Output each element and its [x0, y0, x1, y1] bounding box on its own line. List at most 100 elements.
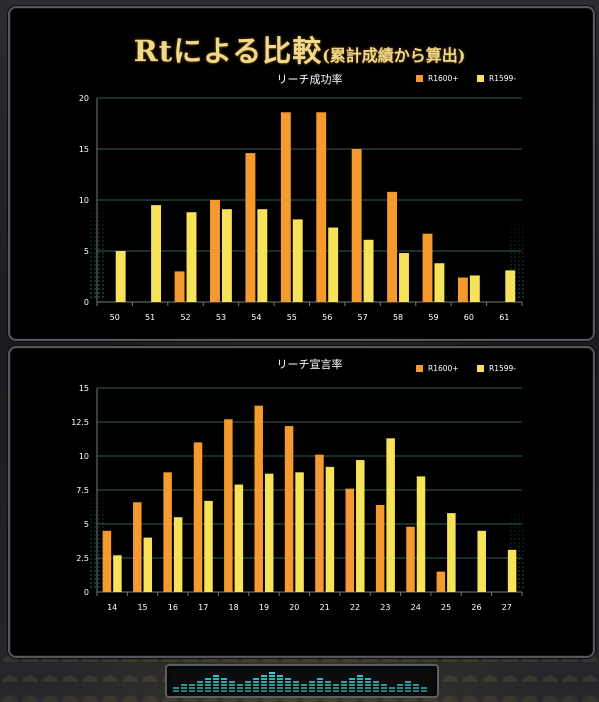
- x-tick-label: 23: [380, 603, 390, 612]
- meter-segment: [269, 681, 275, 683]
- x-tick-label: 14: [107, 603, 117, 612]
- meter-segment: [253, 678, 259, 680]
- page-title: Rtによる比較(累計成績から算出): [0, 28, 599, 70]
- meter-segment: [405, 684, 411, 686]
- legend-swatch: [416, 75, 423, 82]
- decorative-dot-glow: [90, 494, 524, 588]
- meter-segment: [285, 678, 291, 680]
- x-tick-label: 58: [393, 313, 403, 322]
- meter-segment: [221, 681, 227, 683]
- meter-segment: [405, 681, 411, 683]
- meter-segment: [349, 684, 355, 686]
- meter-segment: [381, 687, 387, 689]
- chart-title: リーチ宣言率: [277, 357, 343, 371]
- meter-segment: [213, 678, 219, 680]
- x-tick-label: 57: [358, 313, 368, 322]
- meter-segment: [245, 687, 251, 689]
- x-tick-label: 53: [216, 313, 226, 322]
- bar-reach-declaration-r1599: [173, 517, 183, 592]
- meter-segment: [237, 687, 243, 689]
- meter-segment: [221, 678, 227, 680]
- bar-reach-declaration-r1600: [436, 571, 446, 592]
- meter-segment: [205, 678, 211, 680]
- meter-segment: [181, 690, 187, 692]
- x-tick-label: 17: [198, 603, 208, 612]
- page-title-sub: (累計成績から算出): [322, 46, 466, 65]
- bar-reach-success-r1599: [399, 253, 409, 302]
- meter-segment: [221, 690, 227, 692]
- meter-segment: [269, 672, 275, 674]
- legend-swatch: [477, 75, 484, 82]
- meter-segment: [381, 684, 387, 686]
- level-meter-bars: [173, 672, 427, 692]
- bar-reach-declaration-r1600: [193, 442, 203, 592]
- meter-segment: [277, 675, 283, 677]
- meter-segment: [309, 684, 315, 686]
- x-tick-label: 20: [289, 603, 299, 612]
- meter-segment: [253, 684, 259, 686]
- meter-segment: [221, 684, 227, 686]
- meter-segment: [397, 690, 403, 692]
- bar-reach-success-r1600: [422, 233, 433, 302]
- meter-segment: [333, 690, 339, 692]
- meter-segment: [365, 690, 371, 692]
- meter-segment: [397, 684, 403, 686]
- meter-segment: [389, 690, 395, 692]
- legend-label: R1600+: [428, 364, 459, 373]
- x-tick-label: 50: [110, 313, 120, 322]
- meter-segment: [269, 684, 275, 686]
- meter-segment: [357, 681, 363, 683]
- meter-segment: [301, 684, 307, 686]
- x-tick-label: 61: [499, 313, 509, 322]
- meter-segment: [325, 681, 331, 683]
- bar-reach-declaration-r1599: [234, 484, 244, 592]
- meter-segment: [389, 687, 395, 689]
- meter-segment: [293, 684, 299, 686]
- bar-reach-success-r1600: [457, 277, 468, 302]
- meter-segment: [205, 684, 211, 686]
- meter-segment: [229, 681, 235, 683]
- meter-segment: [277, 687, 283, 689]
- meter-segment: [285, 684, 291, 686]
- legend-label: R1599-: [489, 364, 516, 373]
- meter-segment: [357, 690, 363, 692]
- meter-segment: [205, 681, 211, 683]
- meter-segment: [277, 690, 283, 692]
- meter-segment: [285, 690, 291, 692]
- bar-reach-success-r1599: [115, 251, 126, 302]
- bar-reach-success-r1599: [434, 263, 445, 302]
- meter-segment: [253, 687, 259, 689]
- bar-reach-success-r1600: [280, 112, 291, 302]
- bar-reach-success-r1599: [292, 219, 303, 302]
- meter-segment: [181, 684, 187, 686]
- meter-segment: [373, 681, 379, 683]
- meter-segment: [173, 690, 179, 692]
- x-tick-label: 60: [464, 313, 474, 322]
- meter-segment: [381, 690, 387, 692]
- bar-reach-success-r1599: [469, 275, 480, 302]
- bar-reach-declaration-r1600: [375, 504, 385, 592]
- meter-segment: [221, 687, 227, 689]
- meter-segment: [373, 687, 379, 689]
- meter-segment: [293, 681, 299, 683]
- meter-segment: [237, 684, 243, 686]
- x-tick-label: 24: [411, 603, 421, 612]
- x-tick-label: 16: [168, 603, 178, 612]
- meter-segment: [349, 678, 355, 680]
- meter-segment: [245, 684, 251, 686]
- meter-segment: [285, 681, 291, 683]
- meter-segment: [349, 681, 355, 683]
- y-tick-label: 12.5: [71, 418, 89, 427]
- meter-segment: [309, 687, 315, 689]
- x-tick-label: 21: [320, 603, 330, 612]
- meter-segment: [189, 687, 195, 689]
- bar-reach-success-r1600: [316, 112, 327, 302]
- meter-segment: [197, 690, 203, 692]
- meter-segment: [293, 687, 299, 689]
- x-tick-label: 59: [428, 313, 438, 322]
- meter-segment: [397, 687, 403, 689]
- meter-segment: [269, 678, 275, 680]
- meter-segment: [189, 690, 195, 692]
- meter-segment: [205, 690, 211, 692]
